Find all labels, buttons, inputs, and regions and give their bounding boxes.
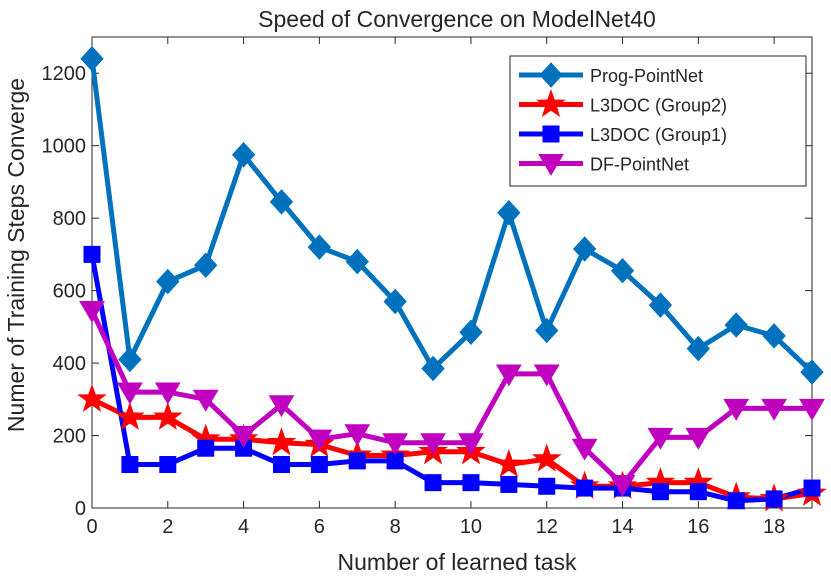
data-point-3-4 [230,426,257,448]
data-point-0-0 [80,45,104,72]
data-point-2-12 [538,477,556,495]
data-point-2-18 [765,490,783,508]
data-point-3-10 [458,433,484,456]
data-point-0-17 [724,312,748,338]
data-point-2-8 [386,452,404,470]
x-tick-label: 0 [86,516,97,538]
y-tick-label: 1000 [42,136,87,158]
data-point-3-2 [154,382,181,405]
data-point-3-6 [306,429,333,452]
data-point-2-1 [121,456,139,474]
data-point-2-13 [576,479,594,497]
data-point-3-5 [268,395,295,418]
data-point-3-15 [647,427,674,450]
series-line-2 [89,251,815,504]
data-point-0-7 [345,248,369,275]
y-tick-label: 800 [53,208,86,230]
data-point-3-13 [571,438,598,461]
data-point-0-1 [118,346,142,373]
data-point-0-4 [231,142,256,168]
legend-label-0: Prog-PointNet [590,66,703,86]
x-tick-label: 10 [460,516,482,538]
series-line-0 [89,56,815,375]
data-point-3-16 [685,427,712,450]
legend-marker-1 [536,88,566,118]
legend-marker-2 [542,125,560,143]
data-point-2-10 [462,474,480,492]
legend: Prog-PointNet L3DOC (Group2) L3DOC (Group1… [509,55,807,187]
plot-area: 0 2 4 6 8 10 12 14 16 18 0 200 400 600 800 1000 1200 [42,36,827,538]
data-point-0-11 [497,199,521,226]
data-point-3-3 [192,389,219,412]
x-tick-label: 6 [314,516,325,538]
data-point-3-7 [344,424,371,447]
axes-box [91,36,813,509]
data-point-0-16 [686,335,710,362]
data-point-3-14 [609,474,636,497]
data-point-0-8 [383,288,407,315]
y-tick-label: 400 [53,353,86,375]
x-tick-label: 16 [687,516,709,538]
data-point-1-11 [494,448,524,478]
data-point-2-7 [348,452,366,470]
x-tick-label: 2 [162,516,173,538]
data-point-2-17 [727,492,745,510]
data-point-2-16 [689,483,707,501]
x-tick-label: 18 [763,516,785,538]
y-tick-label: 600 [53,281,86,303]
data-point-0-18 [762,323,786,349]
data-point-0-2 [156,268,180,295]
y-tick-label: 1200 [42,63,87,85]
legend-marker-0 [539,62,563,88]
data-point-0-14 [610,257,635,284]
data-point-0-10 [459,319,483,346]
data-point-2-3 [197,439,215,457]
data-point-3-17 [723,398,750,421]
data-point-1-12 [531,443,562,472]
data-point-2-0 [83,245,101,263]
data-point-3-19 [799,398,825,421]
data-point-3-18 [761,398,787,421]
data-point-0-19 [800,359,824,385]
data-point-0-13 [572,236,597,262]
data-point-2-11 [500,475,518,493]
legend-marker-3 [538,154,564,176]
y-tick-label: 200 [53,426,86,448]
data-point-2-15 [651,483,669,501]
data-point-0-15 [648,292,673,318]
data-point-0-5 [269,189,294,215]
data-point-1-1 [115,401,145,430]
x-tick-label: 14 [611,516,633,538]
data-point-3-11 [495,364,522,387]
data-point-3-8 [382,433,409,456]
legend-label-3: DF-PointNet [590,155,689,175]
data-point-2-5 [272,456,290,474]
data-point-1-0 [77,383,107,412]
x-tick-label: 4 [238,516,249,538]
data-point-2-2 [159,456,177,474]
data-point-2-6 [310,456,328,474]
x-tick-label: 8 [390,516,401,538]
data-point-2-9 [424,474,442,492]
data-point-0-12 [535,317,559,344]
y-axis-title: Numer of Training Steps Converge [3,78,29,432]
data-point-0-9 [421,355,445,382]
data-point-1-2 [153,401,183,430]
data-point-3-9 [420,433,446,456]
y-tick-label: 0 [75,498,86,520]
data-point-0-6 [307,234,332,260]
data-point-2-19 [803,479,821,497]
legend-label-1: L3DOC (Group2) [590,96,727,116]
data-point-1-5 [266,427,297,456]
x-tick-label: 12 [536,516,558,538]
x-axis-title: Number of learned task [337,549,577,575]
data-point-3-0 [79,301,105,323]
data-point-3-1 [117,382,143,405]
legend-label-2: L3DOC (Group1) [590,125,727,145]
chart-title: Speed of Convergence on ModelNet40 [258,6,656,32]
data-point-0-3 [194,252,218,278]
data-point-3-12 [533,364,560,387]
